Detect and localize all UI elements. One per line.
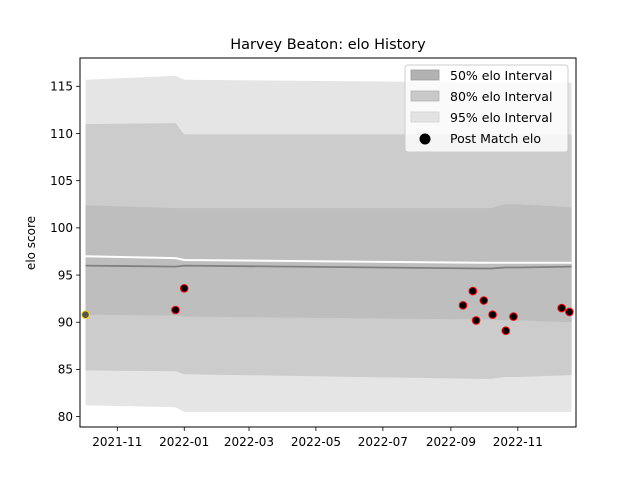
elo-lines — [85, 255, 572, 270]
legend-label-50: 50% elo Interval — [450, 68, 552, 83]
legend-label-post-match: Post Match elo — [450, 131, 541, 146]
y-tick-label: 90 — [58, 316, 73, 330]
legend-swatch-80 — [410, 90, 440, 102]
chart-title: Harvey Beaton: elo History — [230, 37, 426, 53]
band-50-interval — [85, 204, 572, 323]
y-axis-label: elo score — [24, 216, 38, 270]
y-tick-label: 95 — [58, 268, 73, 282]
interval-bands — [85, 75, 572, 412]
y-axis: 80 85 90 95 100 105 110 115 — [50, 80, 80, 424]
x-tick-label: 2022-07 — [358, 435, 408, 449]
x-tick-label: 2022-05 — [291, 435, 341, 449]
post-match-point — [501, 326, 511, 336]
y-tick-label: 105 — [50, 174, 73, 188]
post-match-point — [471, 316, 481, 325]
post-match-point — [458, 301, 468, 310]
upper-elo-line — [85, 255, 572, 264]
post-match-point — [179, 284, 189, 293]
legend-swatch-95 — [410, 111, 440, 123]
legend-swatch-50 — [410, 69, 440, 81]
y-tick-label: 115 — [50, 80, 73, 94]
post-match-point — [171, 305, 180, 315]
plot-frame — [79, 57, 577, 428]
y-tick-label: 100 — [50, 221, 73, 235]
legend: 50% elo Interval 80% elo Interval 95% el… — [404, 64, 569, 153]
x-tick-label: 2022-01 — [159, 435, 209, 449]
x-tick-label: 2021-11 — [92, 435, 142, 449]
legend-marker-post-match — [419, 133, 431, 145]
post-match-point — [565, 307, 574, 317]
x-tick-label: 2022-03 — [224, 435, 274, 449]
mean-elo-line — [85, 264, 572, 270]
x-axis: 2021-11 2022-01 2022-03 2022-05 2022-07 2022-… — [92, 427, 543, 449]
y-tick-label: 85 — [58, 363, 73, 377]
x-tick-label: 2022-09 — [426, 435, 476, 449]
y-tick-label: 110 — [50, 127, 73, 141]
post-match-point — [479, 296, 489, 305]
post-match-point — [488, 310, 497, 320]
post-match-points — [81, 284, 574, 336]
legend-box — [404, 64, 569, 153]
post-match-point — [557, 303, 567, 313]
x-tick-label: 2022-11 — [493, 435, 543, 449]
y-tick-label: 80 — [58, 410, 73, 424]
post-match-point — [468, 286, 478, 296]
legend-label-95: 95% elo Interval — [450, 110, 552, 125]
post-match-point — [509, 312, 518, 321]
post-match-point — [81, 310, 90, 320]
legend-label-80: 80% elo Interval — [450, 89, 552, 104]
